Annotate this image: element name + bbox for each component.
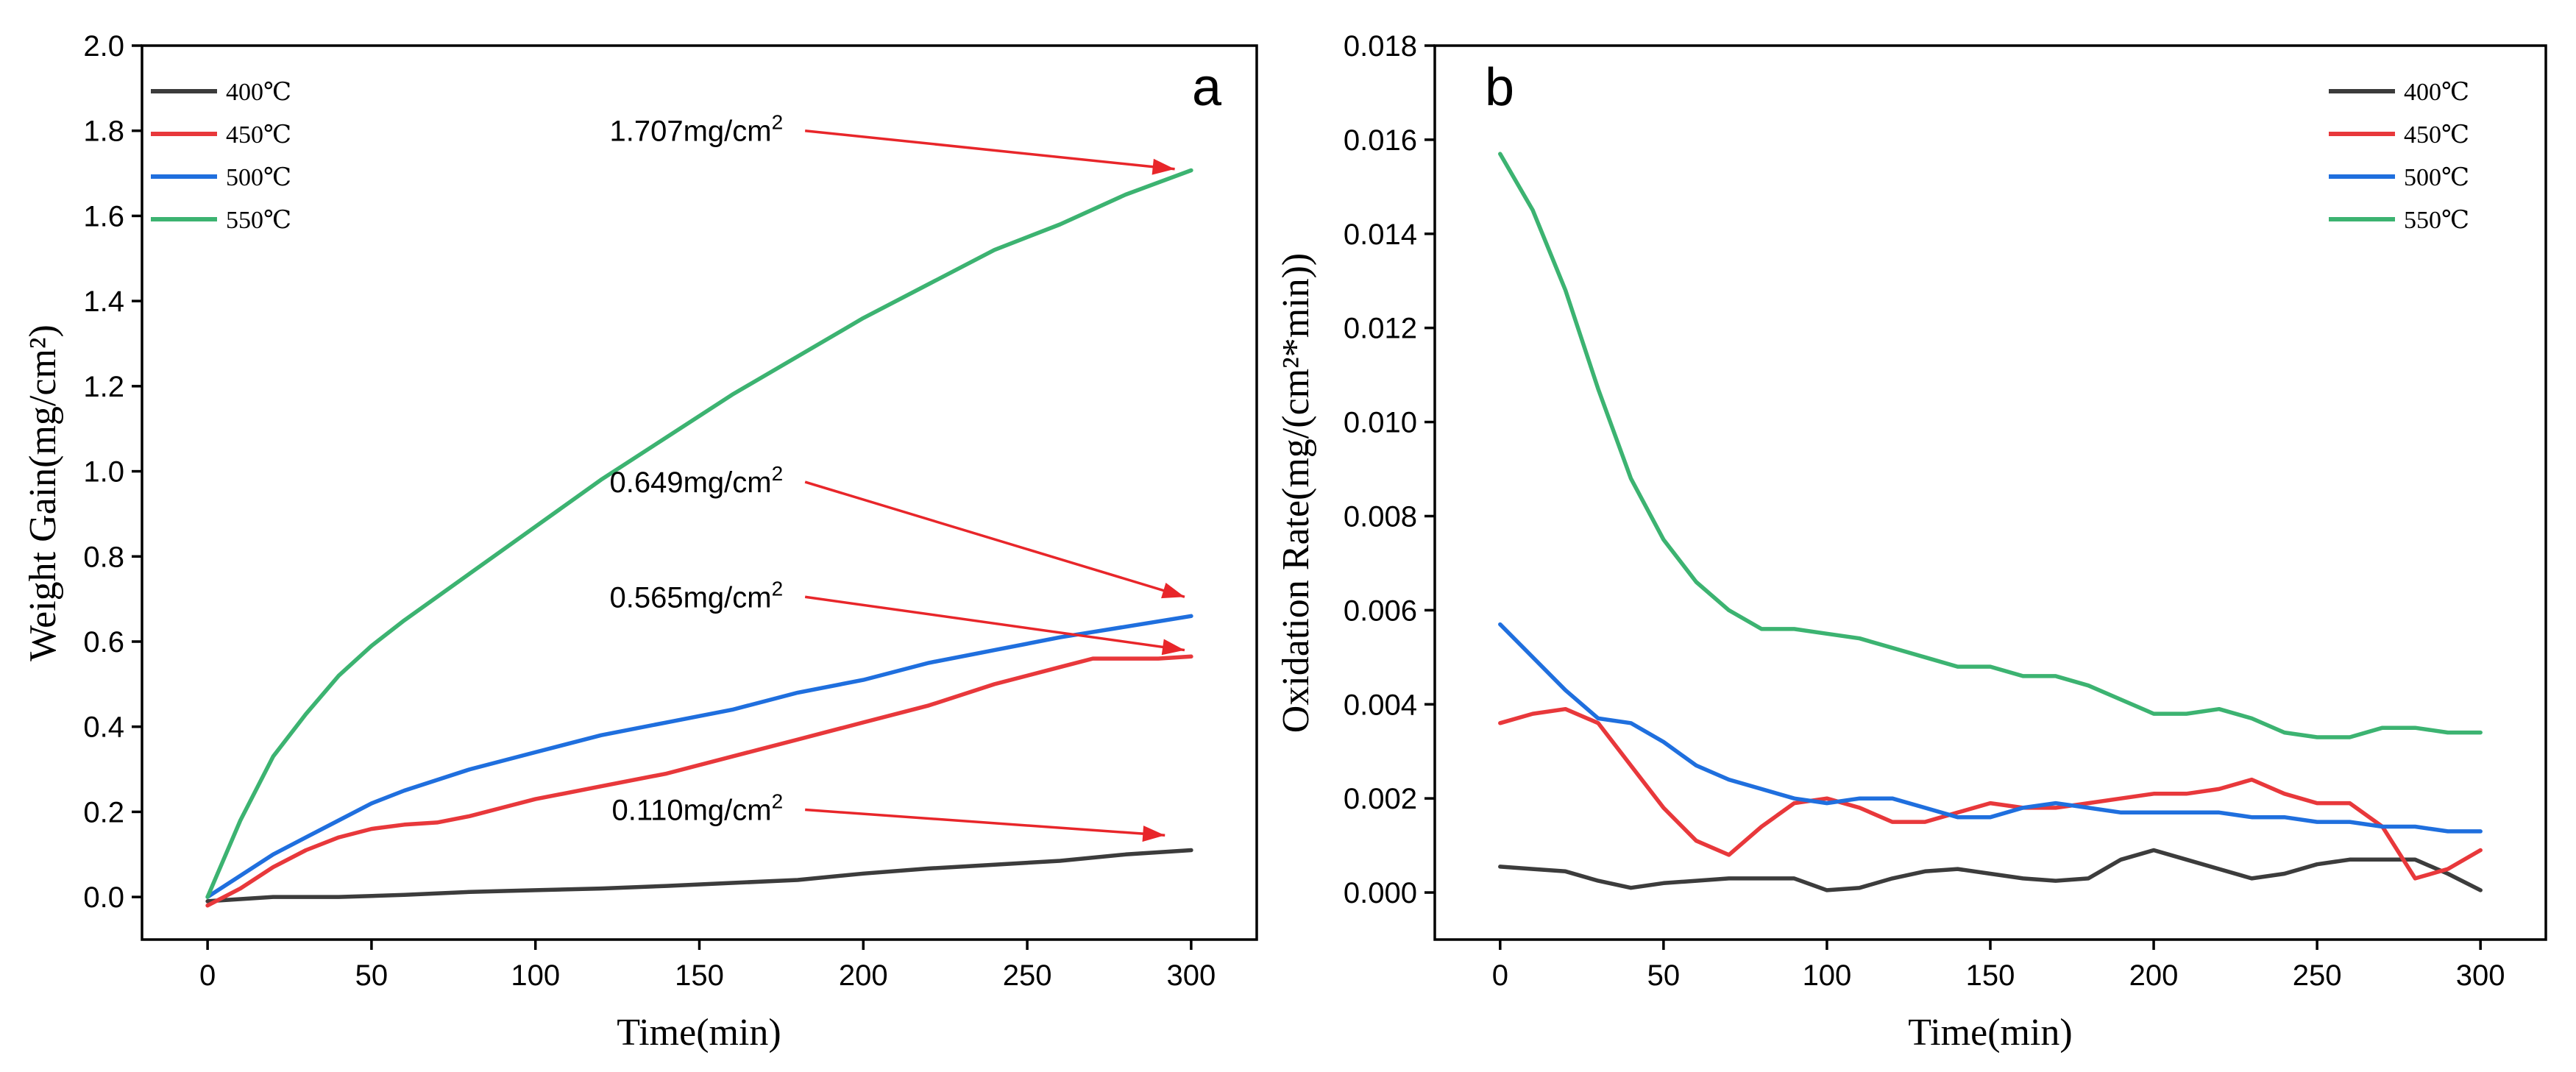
y-tick-label: 0.010 — [1344, 407, 1417, 439]
y-tick-label: 0.006 — [1344, 594, 1417, 627]
x-tick-label: 50 — [355, 959, 388, 992]
y-tick-label: 0.016 — [1344, 124, 1417, 157]
annotation-label: 1.707mg/cm2 — [609, 111, 783, 148]
panel-a-x-axis-title: Time(min) — [617, 1012, 781, 1054]
y-tick-label: 1.6 — [83, 200, 124, 232]
panel-b-x-ticks: 0 50 100 150 200 250 300 — [1492, 940, 2505, 992]
y-tick-label: 0.004 — [1344, 689, 1417, 721]
x-tick-label: 250 — [2293, 959, 2342, 992]
series-line-450C — [1498, 706, 2483, 881]
panel-b-legend: 400℃ 450℃ 500℃ 550℃ — [2329, 79, 2469, 234]
panel-a-y-axis-title: Weight Gain(mg/cm²) — [22, 324, 64, 661]
annotation-label: 0.110mg/cm2 — [611, 790, 783, 827]
panel-b-plot-frame — [1433, 44, 2547, 941]
panel-b-y-ticks: 0.000 0.002 0.004 0.006 0.008 0.010 0.012 0.014… — [1344, 30, 1435, 909]
x-tick-label: 0 — [199, 959, 216, 992]
y-tick-label: 0.8 — [83, 541, 124, 573]
series-line-550C — [205, 168, 1193, 899]
panel-a-legend: 400℃ 450℃ 500℃ 550℃ — [151, 79, 291, 234]
y-tick-label: 1.2 — [83, 371, 124, 403]
panel-b-y-axis-title: Oxidation Rate(mg/(cm²*min)) — [1275, 253, 1317, 733]
x-tick-label: 100 — [1803, 959, 1852, 992]
annotation-arrowhead — [1161, 583, 1185, 599]
series-line-450C — [205, 654, 1193, 908]
annotation-label: 0.649mg/cm2 — [609, 462, 783, 499]
y-tick-label: 0.6 — [83, 626, 124, 659]
y-tick-label: 1.0 — [83, 456, 124, 489]
y-tick-label: 0.014 — [1344, 219, 1417, 251]
x-tick-label: 0 — [1492, 959, 1508, 992]
y-tick-label: 0.002 — [1344, 783, 1417, 815]
panel-a-label: a — [1192, 58, 1222, 117]
y-tick-label: 1.4 — [83, 285, 124, 318]
x-tick-label: 100 — [511, 959, 560, 992]
annotation-arrowhead — [1142, 826, 1165, 842]
y-tick-label: 0.4 — [83, 711, 124, 744]
legend-label: 500℃ — [2404, 164, 2469, 191]
series-line-400C — [1498, 848, 2483, 892]
x-tick-label: 250 — [1003, 959, 1052, 992]
series-line-500C — [205, 614, 1193, 899]
annotation-arrow — [805, 808, 1165, 837]
panel-b-x-axis-title: Time(min) — [1908, 1012, 2072, 1054]
panel-a-weight-gain-chart: 0 50 100 150 200 250 300 0.0 0.2 0.4 0.6 0.8 1.0 1.2… — [22, 30, 1258, 1054]
series-line-400C — [205, 848, 1193, 904]
x-tick-label: 200 — [2129, 959, 2179, 992]
legend-label: 400℃ — [2404, 79, 2469, 106]
panel-b-label: b — [1485, 58, 1514, 117]
panel-a-annotations: 1.707mg/cm2 0.649mg/cm2 0.565mg/cm2 0.110mg… — [609, 111, 1185, 842]
annotation-arrowhead — [1161, 639, 1185, 656]
y-tick-label: 1.8 — [83, 116, 124, 148]
legend-label: 500℃ — [226, 164, 291, 191]
panel-a-x-ticks: 0 50 100 150 200 250 300 — [199, 940, 1216, 992]
y-tick-label: 0.012 — [1344, 313, 1417, 345]
series-line-500C — [1498, 622, 2483, 834]
annotation-arrow — [804, 480, 1185, 598]
x-tick-label: 150 — [1966, 959, 2015, 992]
y-tick-label: 0.0 — [83, 881, 124, 914]
panel-a-series-group — [205, 168, 1193, 908]
x-tick-label: 150 — [675, 959, 724, 992]
y-tick-label: 0.008 — [1344, 500, 1417, 533]
y-tick-label: 0.2 — [83, 796, 124, 828]
annotation-arrowhead — [1152, 158, 1175, 175]
annotation-label: 0.565mg/cm2 — [609, 577, 783, 614]
x-tick-label: 300 — [1167, 959, 1216, 992]
annotation-arrow — [804, 595, 1185, 652]
y-tick-label: 0.000 — [1344, 877, 1417, 909]
x-tick-label: 50 — [1647, 959, 1681, 992]
legend-label: 550℃ — [2404, 207, 2469, 234]
panel-b-oxidation-rate-chart: 0 50 100 150 200 250 300 0.0000.0020.0040.0060… — [1275, 30, 2547, 1054]
annotation-arrow — [804, 129, 1175, 171]
legend-label: 450℃ — [226, 121, 291, 149]
legend-label: 550℃ — [226, 207, 291, 234]
legend-label: 450℃ — [2404, 121, 2469, 149]
legend-label: 400℃ — [226, 79, 291, 106]
series-line-550C — [1498, 152, 2483, 739]
y-tick-label: 2.0 — [83, 30, 124, 63]
y-tick-label: 0.018 — [1344, 30, 1417, 63]
x-tick-label: 200 — [839, 959, 888, 992]
panel-b-series-group — [1498, 152, 2483, 892]
x-tick-label: 300 — [2456, 959, 2505, 992]
panel-a-y-ticks: 0.0 0.2 0.4 0.6 0.8 1.0 1.2 1.4 1.6 1.8 2.0 — [83, 30, 142, 914]
